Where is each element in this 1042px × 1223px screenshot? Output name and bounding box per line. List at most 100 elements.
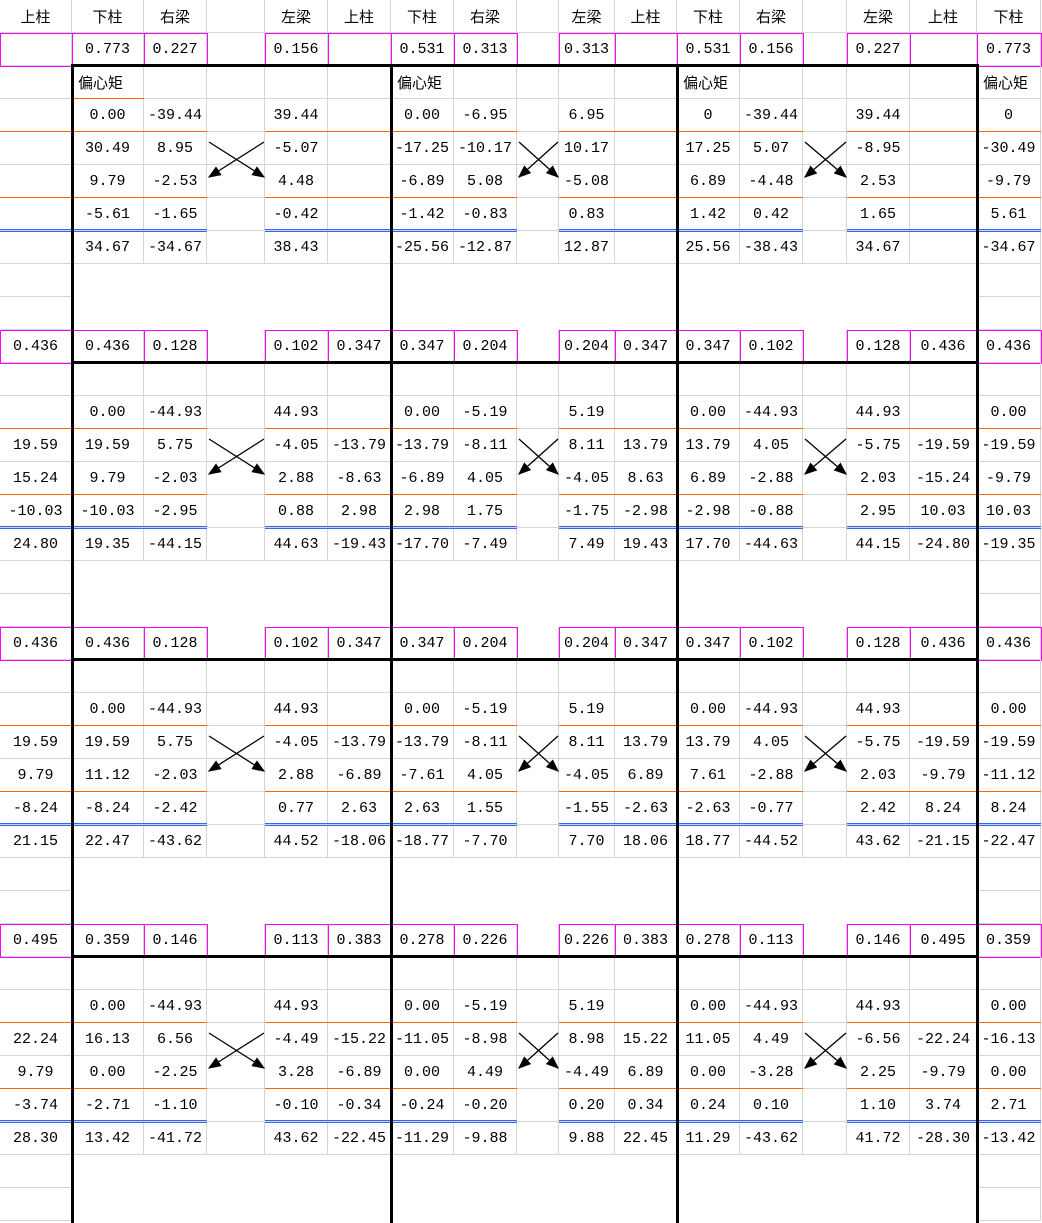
table-cell[interactable]: [517, 495, 559, 528]
table-cell[interactable]: -2.88: [740, 462, 803, 495]
table-cell[interactable]: 19.59: [72, 726, 144, 759]
table-cell[interactable]: [0, 660, 72, 693]
table-cell[interactable]: 0.347: [615, 330, 677, 363]
table-cell[interactable]: [517, 231, 559, 264]
table-cell[interactable]: [615, 132, 677, 165]
column-header-cell[interactable]: 上柱: [910, 0, 977, 33]
table-cell[interactable]: -34.67: [144, 231, 207, 264]
table-cell[interactable]: [803, 957, 847, 990]
table-cell[interactable]: 0.204: [559, 330, 615, 363]
table-cell[interactable]: [454, 891, 517, 924]
table-cell[interactable]: [207, 924, 265, 957]
table-cell[interactable]: [517, 990, 559, 1023]
table-cell[interactable]: -22.45: [328, 1122, 391, 1155]
table-cell[interactable]: 8.24: [910, 792, 977, 825]
table-cell[interactable]: 39.44: [847, 99, 910, 132]
table-cell[interactable]: 11.05: [677, 1023, 740, 1056]
table-cell[interactable]: 2.03: [847, 759, 910, 792]
table-cell[interactable]: [265, 594, 328, 627]
table-cell[interactable]: -7.49: [454, 528, 517, 561]
table-cell[interactable]: [910, 858, 977, 891]
table-cell[interactable]: -2.25: [144, 1056, 207, 1089]
table-cell[interactable]: [207, 1023, 265, 1056]
table-cell[interactable]: 1.65: [847, 198, 910, 231]
table-cell[interactable]: [517, 1188, 559, 1221]
table-cell[interactable]: [910, 66, 977, 99]
table-cell[interactable]: 38.43: [265, 231, 328, 264]
table-cell[interactable]: -1.65: [144, 198, 207, 231]
table-cell[interactable]: [910, 957, 977, 990]
table-cell[interactable]: -2.03: [144, 462, 207, 495]
table-cell[interactable]: 7.49: [559, 528, 615, 561]
table-cell[interactable]: [803, 858, 847, 891]
table-cell[interactable]: [144, 561, 207, 594]
table-cell[interactable]: [517, 891, 559, 924]
table-cell[interactable]: [265, 1188, 328, 1221]
table-cell[interactable]: 8.24: [977, 792, 1041, 825]
table-cell[interactable]: [517, 561, 559, 594]
table-cell[interactable]: [517, 33, 559, 66]
table-cell[interactable]: 44.52: [265, 825, 328, 858]
table-cell[interactable]: 0.278: [677, 924, 740, 957]
table-cell[interactable]: -44.93: [144, 396, 207, 429]
table-cell[interactable]: 0.347: [615, 627, 677, 660]
table-cell[interactable]: [328, 561, 391, 594]
table-cell[interactable]: 0.00: [977, 396, 1041, 429]
table-cell[interactable]: [517, 858, 559, 891]
table-cell[interactable]: 0.227: [847, 33, 910, 66]
table-cell[interactable]: [265, 660, 328, 693]
table-cell[interactable]: -44.93: [740, 396, 803, 429]
table-cell[interactable]: 43.62: [847, 825, 910, 858]
table-cell[interactable]: [559, 1188, 615, 1221]
table-cell[interactable]: 0.00: [977, 1056, 1041, 1089]
table-cell[interactable]: [144, 66, 207, 99]
table-cell[interactable]: [328, 594, 391, 627]
table-cell[interactable]: 0.347: [677, 627, 740, 660]
table-cell[interactable]: 0.00: [391, 396, 454, 429]
table-cell[interactable]: 2.98: [391, 495, 454, 528]
table-cell[interactable]: [0, 297, 72, 330]
table-cell[interactable]: [615, 99, 677, 132]
table-cell[interactable]: [207, 132, 265, 165]
table-cell[interactable]: [677, 858, 740, 891]
table-cell[interactable]: 7.61: [677, 759, 740, 792]
table-cell[interactable]: 5.07: [740, 132, 803, 165]
table-cell[interactable]: -9.88: [454, 1122, 517, 1155]
table-cell[interactable]: [0, 66, 72, 99]
table-cell[interactable]: 0.34: [615, 1089, 677, 1122]
column-header-cell[interactable]: 下柱: [391, 0, 454, 33]
table-cell[interactable]: [977, 660, 1041, 693]
table-cell[interactable]: [328, 132, 391, 165]
table-cell[interactable]: [0, 957, 72, 990]
table-cell[interactable]: 13.79: [615, 726, 677, 759]
table-cell[interactable]: [144, 594, 207, 627]
table-cell[interactable]: -15.24: [910, 462, 977, 495]
table-cell[interactable]: 41.72: [847, 1122, 910, 1155]
table-cell[interactable]: [517, 165, 559, 198]
table-cell[interactable]: [207, 693, 265, 726]
table-cell[interactable]: -5.19: [454, 990, 517, 1023]
table-cell[interactable]: 0.531: [677, 33, 740, 66]
table-cell[interactable]: [328, 660, 391, 693]
table-cell[interactable]: -2.42: [144, 792, 207, 825]
table-cell[interactable]: -8.11: [454, 429, 517, 462]
table-cell[interactable]: [391, 594, 454, 627]
table-cell[interactable]: [910, 594, 977, 627]
table-cell[interactable]: -13.79: [328, 726, 391, 759]
table-cell[interactable]: [803, 792, 847, 825]
table-cell[interactable]: 0.436: [910, 330, 977, 363]
table-cell[interactable]: 0.00: [72, 693, 144, 726]
table-cell[interactable]: [207, 330, 265, 363]
table-cell[interactable]: 0.436: [72, 330, 144, 363]
table-cell[interactable]: -44.93: [144, 693, 207, 726]
table-cell[interactable]: 5.19: [559, 990, 615, 1023]
table-cell[interactable]: [559, 858, 615, 891]
table-cell[interactable]: [454, 1188, 517, 1221]
table-cell[interactable]: [740, 858, 803, 891]
table-cell[interactable]: 0.278: [391, 924, 454, 957]
table-cell[interactable]: 2.88: [265, 462, 328, 495]
table-cell[interactable]: [454, 858, 517, 891]
table-cell[interactable]: [740, 594, 803, 627]
table-cell[interactable]: [0, 396, 72, 429]
table-cell[interactable]: 43.62: [265, 1122, 328, 1155]
